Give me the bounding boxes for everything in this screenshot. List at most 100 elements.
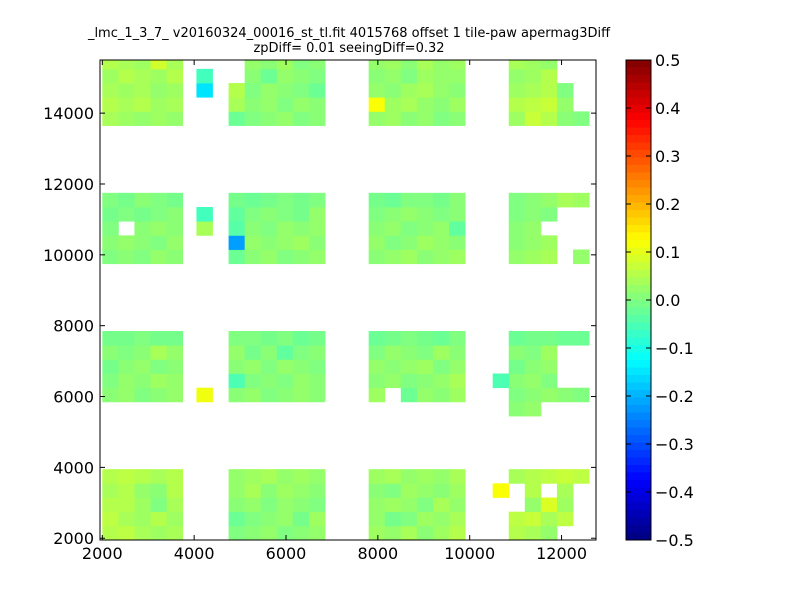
heatmap-cell [244,192,262,208]
heatmap-cell [556,111,574,126]
heatmap-cell [102,345,119,360]
colorbar-segment [626,157,651,166]
heatmap-cell [432,249,450,265]
heatmap-cell [308,68,326,84]
heatmap-cell [368,97,386,112]
colorbar-segment [626,427,651,436]
heatmap-cell [308,331,326,346]
heatmap-cell [556,483,574,498]
colorbar-segment [626,360,651,368]
heatmap-cell [134,497,151,513]
heatmap-cell [118,192,135,208]
heatmap-cell [308,345,326,360]
heatmap-cell [573,331,590,346]
heatmap-cell [228,97,246,112]
colorbar-segment [626,465,651,473]
heatmap-cell [276,387,294,403]
heatmap-cell [276,68,294,84]
heatmap-cell [228,221,246,236]
heatmap-cell [416,83,434,98]
heatmap-cell [260,345,278,360]
heatmap-cell [134,60,151,70]
heatmap-cell [540,345,558,360]
heatmap-cell [416,331,434,346]
heatmap-cell [166,511,184,527]
colorbar-segment [626,405,651,413]
heatmap-cell [260,111,278,126]
heatmap-cell [573,249,590,265]
colorbar-segment [626,472,651,481]
heatmap-cell [384,111,402,126]
heatmap-cell [449,60,466,70]
heatmap-cell [416,111,434,126]
heatmap-cell [118,83,135,98]
heatmap-cell [508,221,526,236]
heatmap-cell [368,359,386,374]
heatmap-cell [244,111,262,126]
heatmap-cell [118,111,135,126]
heatmap-cell [166,68,184,84]
heatmap-cell [368,235,386,250]
heatmap-cell [524,68,542,84]
heatmap-cell [134,83,151,98]
heatmap-cell [432,83,450,98]
heatmap-cell [260,483,278,498]
heatmap-cell [416,497,434,513]
heatmap-cell [508,68,526,84]
heatmap-cell [384,221,402,236]
y-tick-label: 2000 [53,529,94,548]
heatmap-cell [432,192,450,208]
heatmap-cell [432,511,450,527]
heatmap-cell [292,192,310,208]
colorbar-segment [626,442,651,451]
heatmap-cell [524,207,542,222]
heatmap-cell [292,97,310,112]
heatmap-cell [449,345,466,360]
colorbar-segment [626,412,651,421]
heatmap-cell [228,235,246,250]
heatmap-cell [540,68,558,84]
heatmap-cell [292,387,310,403]
heatmap-cell [556,497,574,513]
heatmap-cell [276,469,294,484]
heatmap-cell [134,345,151,360]
heatmap-cell [276,497,294,513]
heatmap-cell [416,207,434,222]
heatmap-cell [508,401,526,417]
chart-subtitle: zpDiff= 0.01 seeingDiff=0.32 [253,41,444,56]
heatmap-cell [150,525,167,540]
y-tick-label: 4000 [53,458,94,477]
heatmap-cell [416,525,434,540]
heatmap-cell [416,359,434,374]
heatmap-cell [400,249,418,265]
heatmap-cell [166,192,184,208]
heatmap-cell [384,83,402,98]
heatmap-cell [276,359,294,374]
heatmap-cell [166,345,184,360]
colorbar-segment [626,127,651,136]
colorbar-segment [626,390,651,398]
heatmap-cell [292,483,310,498]
heatmap-cell [508,83,526,98]
heatmap-cell [368,511,386,527]
heatmap-cell [292,373,310,389]
heatmap-cell [540,359,558,374]
heatmap-cell [150,221,167,236]
heatmap-cell [432,221,450,236]
heatmap-cell [150,331,167,346]
colorbar-segment [626,187,651,196]
heatmap-cell [134,511,151,527]
y-tick-label: 8000 [53,317,94,336]
heatmap-cell [416,97,434,112]
chart-title: _lmc_1_3_7_ v20160324_00016_st_tl.fit 40… [87,26,611,41]
heatmap-cell [244,511,262,527]
heatmap-cell [196,68,213,84]
heatmap-cell [102,331,119,346]
heatmap-cell [416,235,434,250]
colorbar-segment [626,375,651,383]
colorbar-segment [626,82,651,91]
heatmap-cell [102,387,119,403]
heatmap-cell [102,221,119,236]
heatmap-cell [118,331,135,346]
heatmap-cell [150,235,167,250]
